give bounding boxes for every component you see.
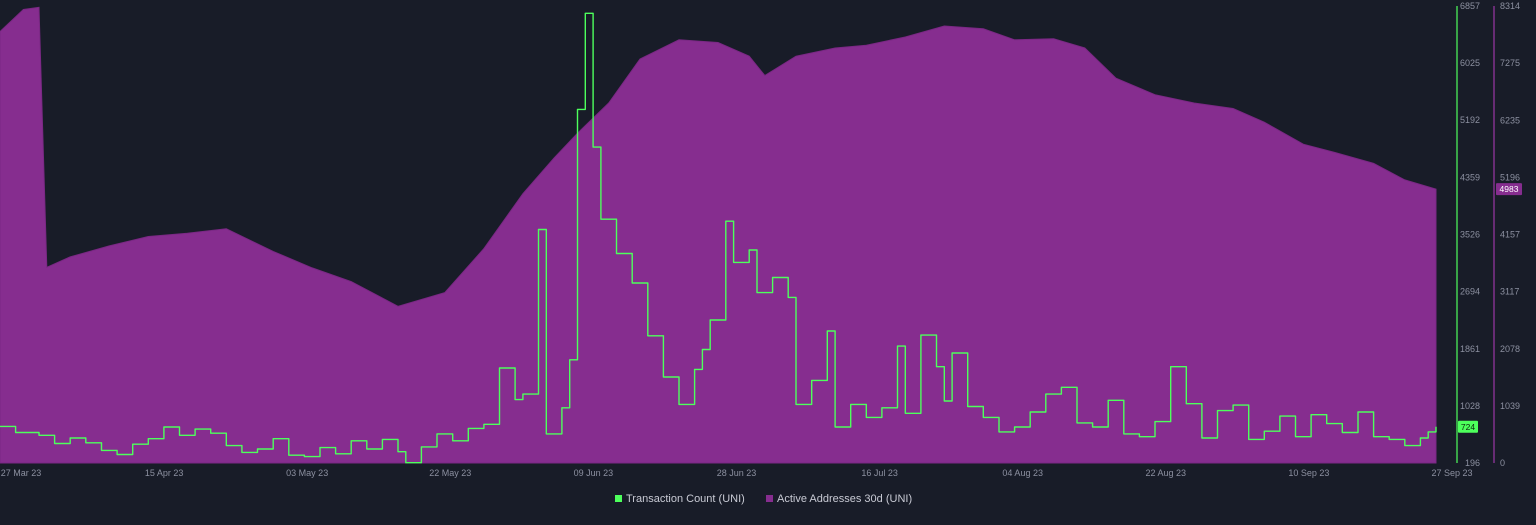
x-axis-tick-label: 27 Sep 23 (1431, 468, 1472, 478)
legend: Transaction Count (UNI) Active Addresses … (615, 493, 912, 505)
last-value-badges: 724 4983 (1458, 183, 1522, 433)
transaction-count-line (0, 12, 1437, 464)
left-axis-tick-label: 4359 (1460, 172, 1480, 182)
left-axis-tick-label: 6857 (1460, 1, 1480, 11)
x-axis-tick-label: 04 Aug 23 (1002, 468, 1043, 478)
area-series-layer (0, 6, 1437, 464)
left-axis-tick-label: 2694 (1460, 287, 1480, 297)
right-axis-ticks: 8314 7275 6235 5196 4157 3117 2078 1039 0 (1500, 1, 1520, 468)
right-axis-tick-label: 4157 (1500, 230, 1520, 240)
x-axis-tick-label: 03 May 23 (286, 468, 328, 478)
right-axis-tick-label: 2078 (1500, 344, 1520, 354)
left-axis-tick-label: 196 (1465, 458, 1480, 468)
transaction-count-badge-label: 724 (1461, 422, 1475, 432)
active-addresses-badge (1496, 183, 1522, 196)
left-axis-tick-label: 3526 (1460, 230, 1480, 240)
x-axis-tick-label: 22 May 23 (429, 468, 471, 478)
x-axis-tick-label: 16 Jul 23 (861, 468, 898, 478)
left-axis-tick-label: 6025 (1460, 58, 1480, 68)
right-axis-tick-label: 6235 (1500, 115, 1520, 125)
right-axis-tick-label: 8314 (1500, 1, 1520, 11)
left-axis-ticks: 6857 6025 5192 4359 3526 2694 1861 1028 196 (1460, 1, 1480, 468)
right-axis-tick-label: 5196 (1500, 172, 1520, 182)
x-axis-ticks: 27 Mar 23 15 Apr 23 03 May 23 22 May 23 09 J… (1, 468, 1473, 478)
x-axis-tick-label: 15 Apr 23 (145, 468, 184, 478)
legend-swatch-transaction-count (615, 495, 622, 502)
legend-swatch-active-addresses (766, 495, 773, 502)
right-axis-tick-label: 3117 (1500, 287, 1519, 297)
x-axis-tick-label: 27 Mar 23 (1, 468, 42, 478)
legend-label-transaction-count: Transaction Count (UNI) (626, 493, 745, 505)
active-addresses-area (0, 6, 1437, 464)
x-axis-tick-label: 22 Aug 23 (1146, 468, 1187, 478)
left-axis-tick-label: 5192 (1460, 115, 1480, 125)
x-axis-tick-label: 28 Jun 23 (717, 468, 757, 478)
x-axis-tick-label: 10 Sep 23 (1288, 468, 1329, 478)
transaction-count-badge (1458, 420, 1478, 433)
right-axis-tick-label: 1039 (1500, 401, 1520, 411)
right-axis-tick-label: 7275 (1500, 58, 1520, 68)
left-axis-tick-label: 1028 (1460, 401, 1480, 411)
left-axis-tick-label: 1861 (1460, 344, 1480, 354)
active-addresses-badge-label: 4983 (1500, 184, 1519, 194)
legend-label-active-addresses: Active Addresses 30d (UNI) (777, 493, 912, 505)
right-axis-tick-label: 0 (1500, 458, 1505, 468)
line-series-layer (0, 12, 1437, 464)
x-axis-tick-label: 09 Jun 23 (574, 468, 614, 478)
